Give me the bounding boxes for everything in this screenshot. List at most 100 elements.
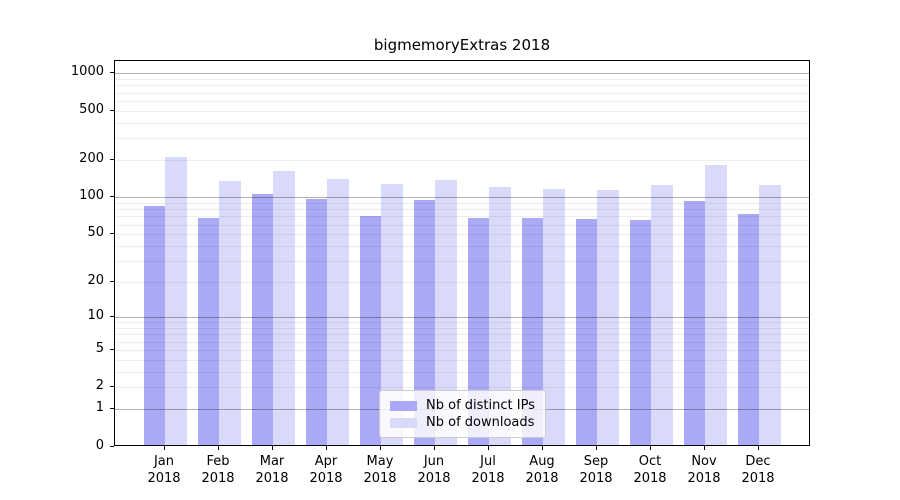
minor-gridline-4 [115, 359, 809, 361]
x-tick-label-feb: Feb 2018 [201, 454, 235, 486]
y-tick-label-20: 20 [87, 273, 104, 289]
minor-gridline-5 [115, 349, 809, 351]
y-tick-label-500: 500 [79, 101, 104, 117]
major-gridline-100 [115, 197, 809, 199]
y-tick-mark-10 [110, 316, 114, 318]
minor-gridline-8 [115, 327, 809, 329]
bar-distinct-ips-oct [629, 220, 651, 445]
x-tick-mark-oct [650, 446, 651, 450]
minor-gridline-600 [115, 100, 809, 102]
y-tick-mark-100 [110, 196, 114, 198]
x-tick-mark-jun [434, 446, 435, 450]
bar-distinct-ips-nov [683, 201, 705, 445]
minor-gridline-20 [115, 282, 809, 284]
y-tick-mark-2 [110, 386, 114, 388]
x-tick-mark-mar [272, 446, 273, 450]
minor-gridline-400 [115, 122, 809, 124]
x-tick-label-nov: Nov 2018 [687, 454, 721, 486]
minor-gridline-80 [115, 209, 809, 211]
major-gridline-1000 [115, 73, 809, 75]
minor-gridline-700 [115, 92, 809, 94]
x-tick-label-jul: Jul 2018 [471, 454, 505, 486]
legend-label-distinct-ips: Nb of distinct IPs [426, 398, 535, 413]
y-tick-label-5: 5 [95, 340, 104, 356]
chart-title: bigmemoryExtras 2018 [373, 36, 551, 54]
major-gridline-10 [115, 317, 809, 319]
bar-downloads-dec [759, 184, 781, 445]
x-tick-mark-jul [488, 446, 489, 450]
x-tick-mark-may [380, 446, 381, 450]
minor-gridline-30 [115, 261, 809, 263]
bar-downloads-jun [435, 179, 457, 445]
y-tick-label-100: 100 [79, 188, 104, 204]
minor-gridline-9 [115, 322, 809, 324]
bar-distinct-ips-aug [521, 217, 543, 445]
bar-distinct-ips-jun [413, 200, 435, 445]
bar-distinct-ips-jan [143, 205, 165, 445]
y-tick-mark-0 [110, 445, 114, 447]
legend-swatch-distinct-ips [390, 400, 417, 411]
x-tick-mark-apr [326, 446, 327, 450]
minor-gridline-500 [115, 110, 809, 112]
y-tick-label-0: 0 [95, 437, 104, 453]
x-tick-mark-jan [164, 446, 165, 450]
bar-distinct-ips-sep [575, 219, 597, 445]
minor-gridline-7 [115, 334, 809, 336]
x-tick-label-jan: Jan 2018 [147, 454, 181, 486]
bar-downloads-feb [219, 181, 241, 445]
y-tick-mark-200 [110, 159, 114, 161]
legend-label-downloads: Nb of downloads [426, 415, 535, 430]
bar-downloads-may [381, 184, 403, 445]
bar-downloads-oct [651, 185, 673, 445]
x-tick-mark-dec [758, 446, 759, 450]
minor-gridline-800 [115, 85, 809, 87]
bar-distinct-ips-feb [197, 217, 219, 445]
bar-downloads-apr [327, 178, 349, 445]
y-tick-mark-500 [110, 109, 114, 111]
grid-layer [115, 61, 809, 445]
x-tick-mark-nov [704, 446, 705, 450]
x-tick-mark-sep [596, 446, 597, 450]
bar-downloads-nov [705, 164, 727, 445]
x-tick-label-mar: Mar 2018 [255, 454, 289, 486]
y-tick-label-1000: 1000 [70, 64, 104, 80]
y-tick-label-50: 50 [87, 225, 104, 241]
legend: Nb of distinct IPs Nb of downloads [379, 390, 546, 438]
x-tick-label-jun: Jun 2018 [417, 454, 451, 486]
x-tick-label-dec: Dec 2018 [741, 454, 775, 486]
y-tick-mark-1 [110, 408, 114, 410]
bar-distinct-ips-may [359, 216, 381, 445]
x-tick-label-aug: Aug 2018 [525, 454, 559, 486]
y-tick-label-200: 200 [79, 151, 104, 167]
y-tick-label-10: 10 [87, 308, 104, 324]
minor-gridline-300 [115, 138, 809, 140]
bar-downloads-sep [597, 189, 619, 445]
legend-row: Nb of distinct IPs [390, 397, 535, 414]
minor-gridline-2 [115, 387, 809, 389]
minor-gridline-60 [115, 224, 809, 226]
y-tick-mark-20 [110, 281, 114, 283]
legend-swatch-downloads [390, 417, 417, 428]
bar-downloads-jul [489, 187, 511, 445]
y-tick-mark-5 [110, 348, 114, 350]
minor-gridline-50 [115, 234, 809, 236]
bar-distinct-ips-apr [305, 198, 327, 445]
x-tick-label-apr: Apr 2018 [309, 454, 343, 486]
bar-downloads-aug [543, 188, 565, 445]
minor-gridline-70 [115, 216, 809, 218]
bar-distinct-ips-jul [467, 217, 489, 445]
x-tick-label-may: May 2018 [363, 454, 397, 486]
minor-gridline-900 [115, 78, 809, 80]
x-tick-mark-feb [218, 446, 219, 450]
bar-distinct-ips-mar [251, 193, 273, 445]
bars-layer [115, 61, 809, 445]
legend-row: Nb of downloads [390, 414, 535, 431]
x-tick-label-sep: Sep 2018 [579, 454, 613, 486]
minor-gridline-90 [115, 202, 809, 204]
minor-gridline-200 [115, 160, 809, 162]
x-tick-label-oct: Oct 2018 [633, 454, 667, 486]
y-tick-label-2: 2 [95, 378, 104, 394]
bar-downloads-mar [273, 171, 295, 445]
y-tick-label-1: 1 [95, 400, 104, 416]
